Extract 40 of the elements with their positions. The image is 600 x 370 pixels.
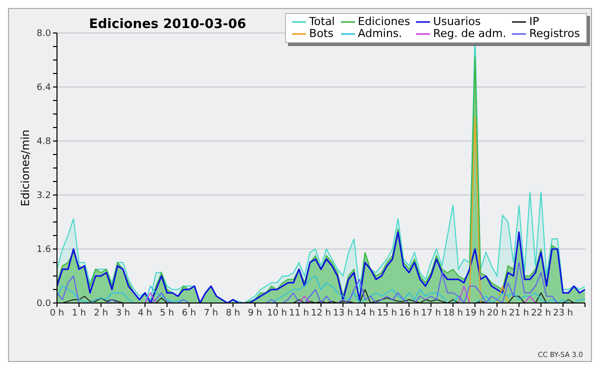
x-tick-label: 10 h [266, 308, 288, 318]
x-tick-label: 20 h [486, 308, 508, 318]
legend-label: Registros [529, 27, 580, 40]
x-tick-label: 3 h [116, 308, 130, 318]
x-tick-label: 17 h [420, 308, 442, 318]
x-tick-label: 1 h [72, 308, 86, 318]
x-tick-label: 7 h [204, 308, 218, 318]
legend-label: Usuarios [433, 15, 481, 28]
x-tick-label: 2 h [94, 308, 108, 318]
legend-label: Total [309, 15, 335, 28]
y-tick-label: 4.8 [36, 137, 52, 148]
legend-label: Bots [309, 27, 334, 40]
x-tick-label: 12 h [310, 308, 332, 318]
y-tick-label: 3.2 [36, 191, 51, 202]
y-tick-label: 8.0 [36, 29, 52, 40]
x-tick-label: 18 h [442, 308, 464, 318]
legend-label: Ediciones [358, 15, 410, 28]
x-tick-label: 15 h [376, 308, 398, 318]
x-tick-label: 21 h [508, 308, 530, 318]
x-tick-label: 4 h [138, 308, 152, 318]
legend-label: IP [529, 15, 540, 28]
legend-label: Reg. de adm. [433, 27, 506, 40]
y-tick-label: 6.4 [36, 83, 52, 94]
x-tick-label: 19 h [464, 308, 486, 318]
x-tick-label: 5 h [160, 308, 174, 318]
y-axis-title: Ediciones/min [18, 130, 32, 206]
x-tick-label: 6 h [182, 308, 196, 318]
x-tick-label: 13 h [332, 308, 354, 318]
chart-title: Ediciones 2010-03-06 [89, 17, 246, 32]
x-tick-label: 23 h [552, 308, 574, 318]
legend-label: Admins. [358, 27, 402, 40]
x-tick-label: 11 h [288, 308, 310, 318]
x-tick-label: 8 h [226, 308, 240, 318]
x-tick-label: 9 h [248, 308, 262, 318]
x-tick-label: 22 h [530, 308, 552, 318]
x-tick-label: 16 h [398, 308, 420, 318]
y-tick-label: 1.6 [36, 245, 52, 256]
x-tick-label: 0 h [50, 308, 64, 318]
x-tick-label: 14 h [354, 308, 376, 318]
y-tick-label: 0.0 [36, 299, 52, 310]
